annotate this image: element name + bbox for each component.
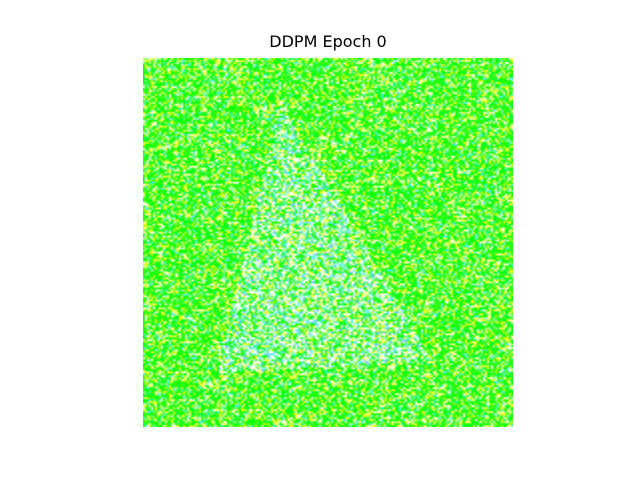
noise-image-canvas xyxy=(143,58,513,427)
generated-image xyxy=(143,58,513,427)
figure-title: DDPM Epoch 0 xyxy=(269,32,387,51)
